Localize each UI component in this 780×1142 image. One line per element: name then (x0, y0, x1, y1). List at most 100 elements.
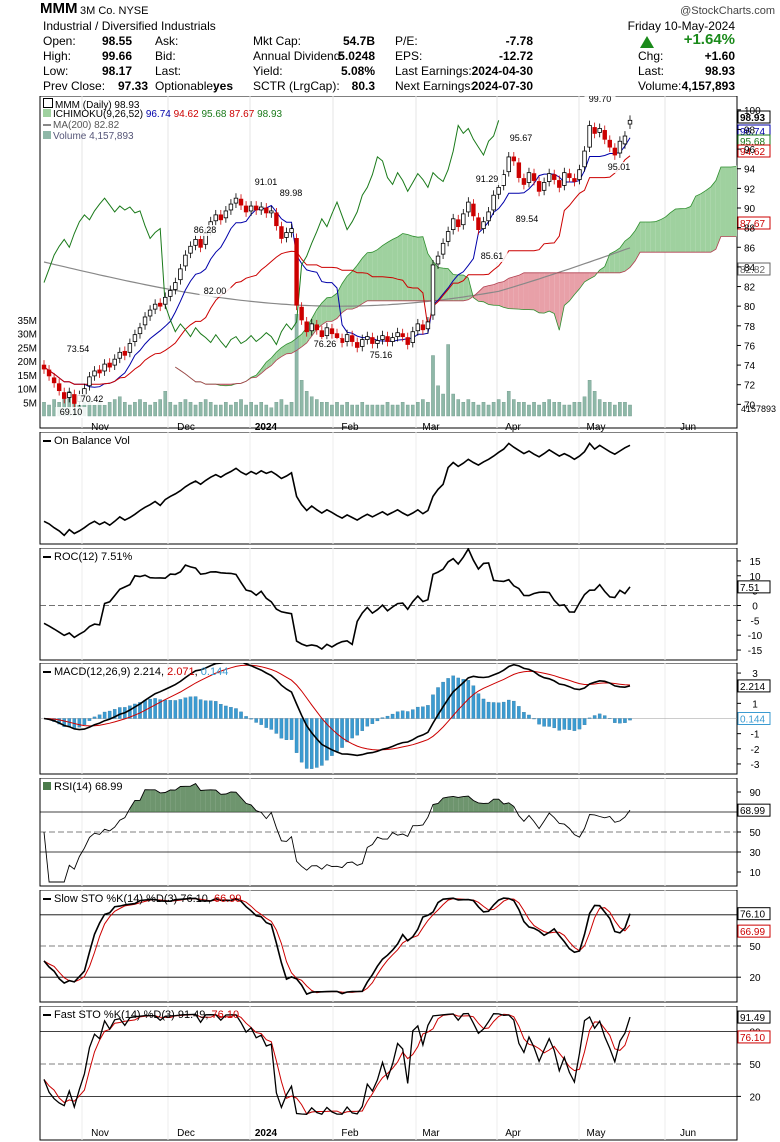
macd-hist-bar (501, 701, 506, 719)
roc-line-icon (43, 556, 51, 559)
volume-bar (117, 396, 122, 417)
candle-body (289, 228, 294, 233)
macd-hist-bar (380, 717, 385, 719)
cloud-segment (443, 268, 449, 301)
volume-bar (143, 402, 147, 417)
roc-panel[interactable]: 151050-5-10-157.51 (0, 548, 780, 662)
cloud-segment (493, 282, 499, 306)
high-label: High: (43, 49, 72, 63)
candle-body (567, 173, 572, 178)
macd-hist-bar (168, 700, 173, 719)
annotation-bg (471, 174, 503, 185)
volume-bar (309, 396, 314, 417)
slow-sto-label: Slow STO %K(14) %D(3) 76.10, 66.99 (43, 893, 242, 905)
macd-hist-bar (118, 707, 122, 719)
roc-label-text: ROC(12) 7.51% (54, 551, 133, 563)
macd-hist-bar (628, 718, 632, 721)
macd-hist-bar (198, 699, 203, 719)
candle-body (536, 181, 542, 192)
volume-bar (375, 404, 380, 417)
volume-bar (249, 402, 253, 417)
cloud-segment (331, 293, 337, 322)
macd-hist-bar (476, 693, 481, 719)
macd-hist-bar (77, 718, 82, 728)
macd-hist-bar (294, 718, 299, 753)
macd-hist-bar (577, 718, 582, 730)
rsi-overbought-fill (205, 789, 211, 812)
macd-label-name: MACD(12,26,9) (54, 666, 131, 678)
y-tick-label: 20 (749, 973, 761, 984)
cloud-segment (387, 239, 393, 301)
cloud-segment (635, 221, 641, 262)
rsi-panel[interactable]: 907050301068.99 (0, 778, 780, 888)
volume-bar (527, 404, 531, 417)
price-annotation: 76.26 (314, 339, 337, 349)
price-annotation: 86.28 (194, 225, 217, 235)
macd-hist-bar (112, 709, 117, 719)
ma200-line (43, 247, 631, 307)
volume-bar (219, 404, 223, 417)
obv-label: On Balance Vol (43, 435, 130, 447)
macd-label: MACD(12,26,9) 2.214, 2.071, 0.144 (43, 666, 228, 678)
rsi-overbought-fill (129, 800, 135, 812)
macd-hist-bar (582, 718, 587, 726)
volume-bar (385, 402, 390, 417)
last-label: Last: (638, 64, 665, 78)
macd-hist-bar (330, 718, 334, 756)
obv-panel[interactable] (0, 432, 780, 546)
cloud-segment (301, 327, 307, 347)
price-annotation: 75.16 (370, 350, 393, 360)
macd-hist-bar (289, 718, 294, 740)
y-tick-label: -2 (751, 745, 760, 756)
cloud-segment (508, 276, 514, 309)
eps-value: -12.72 (498, 49, 533, 63)
cloud-segment (281, 344, 287, 357)
rsi-overbought-fill (175, 786, 181, 812)
annotation-bg (76, 394, 108, 405)
volume-bar (133, 402, 137, 417)
obv-line (43, 442, 631, 537)
candle-body (410, 331, 415, 343)
candle-body (562, 172, 567, 186)
macd-hist-bar (592, 715, 597, 719)
last-value: 98.93 (704, 64, 735, 78)
candle-body (319, 330, 325, 338)
cloud-segment (463, 275, 469, 301)
fast-sto-panel[interactable]: 80502091.4976.10NovDec2024FebMarAprMayJu… (0, 1006, 780, 1142)
cloud-segment (660, 217, 666, 253)
kijun-value: 94.62 (173, 109, 199, 120)
candle-body (349, 335, 355, 342)
rsi-overbought-fill (483, 803, 489, 812)
macd-hist-bar (340, 718, 344, 748)
macd-hist-bar (224, 705, 228, 719)
macd-hist-bar (552, 718, 556, 729)
candle-body (112, 358, 117, 366)
macd-hist-bar (527, 714, 531, 719)
bottom-x-tick-label: Dec (177, 1128, 195, 1139)
candle-body (496, 186, 501, 195)
y-tick-label: -5 (751, 616, 760, 627)
volume-bar (532, 402, 536, 417)
volume-axis: 35M 30M 25M 20M 15M 10M 5M 4157893 (18, 316, 777, 414)
candle-body (294, 238, 299, 306)
up-arrow-icon (640, 36, 654, 48)
right-value-tag: 94.62 (737, 144, 771, 158)
macd-hist-bar (370, 718, 375, 724)
slow-d-tag-box (737, 924, 771, 938)
fast-sto-name: Fast STO %K(14) %D(3) (54, 1009, 175, 1021)
rsi-overbought-fill (241, 797, 247, 812)
volume-bar (446, 344, 450, 417)
cloud-segment (736, 165, 737, 237)
macd-hist-bar (173, 700, 178, 719)
right-value-box (737, 262, 771, 276)
cloud-segment (453, 274, 459, 301)
candle-body (274, 212, 279, 227)
right-value-label: 82.82 (740, 265, 765, 276)
macd-hist-bar (97, 714, 102, 719)
volume-bar (607, 402, 612, 417)
stockcharts-brand[interactable]: @StockCharts.com (680, 5, 775, 17)
y-tick-label: 78 (744, 322, 756, 333)
